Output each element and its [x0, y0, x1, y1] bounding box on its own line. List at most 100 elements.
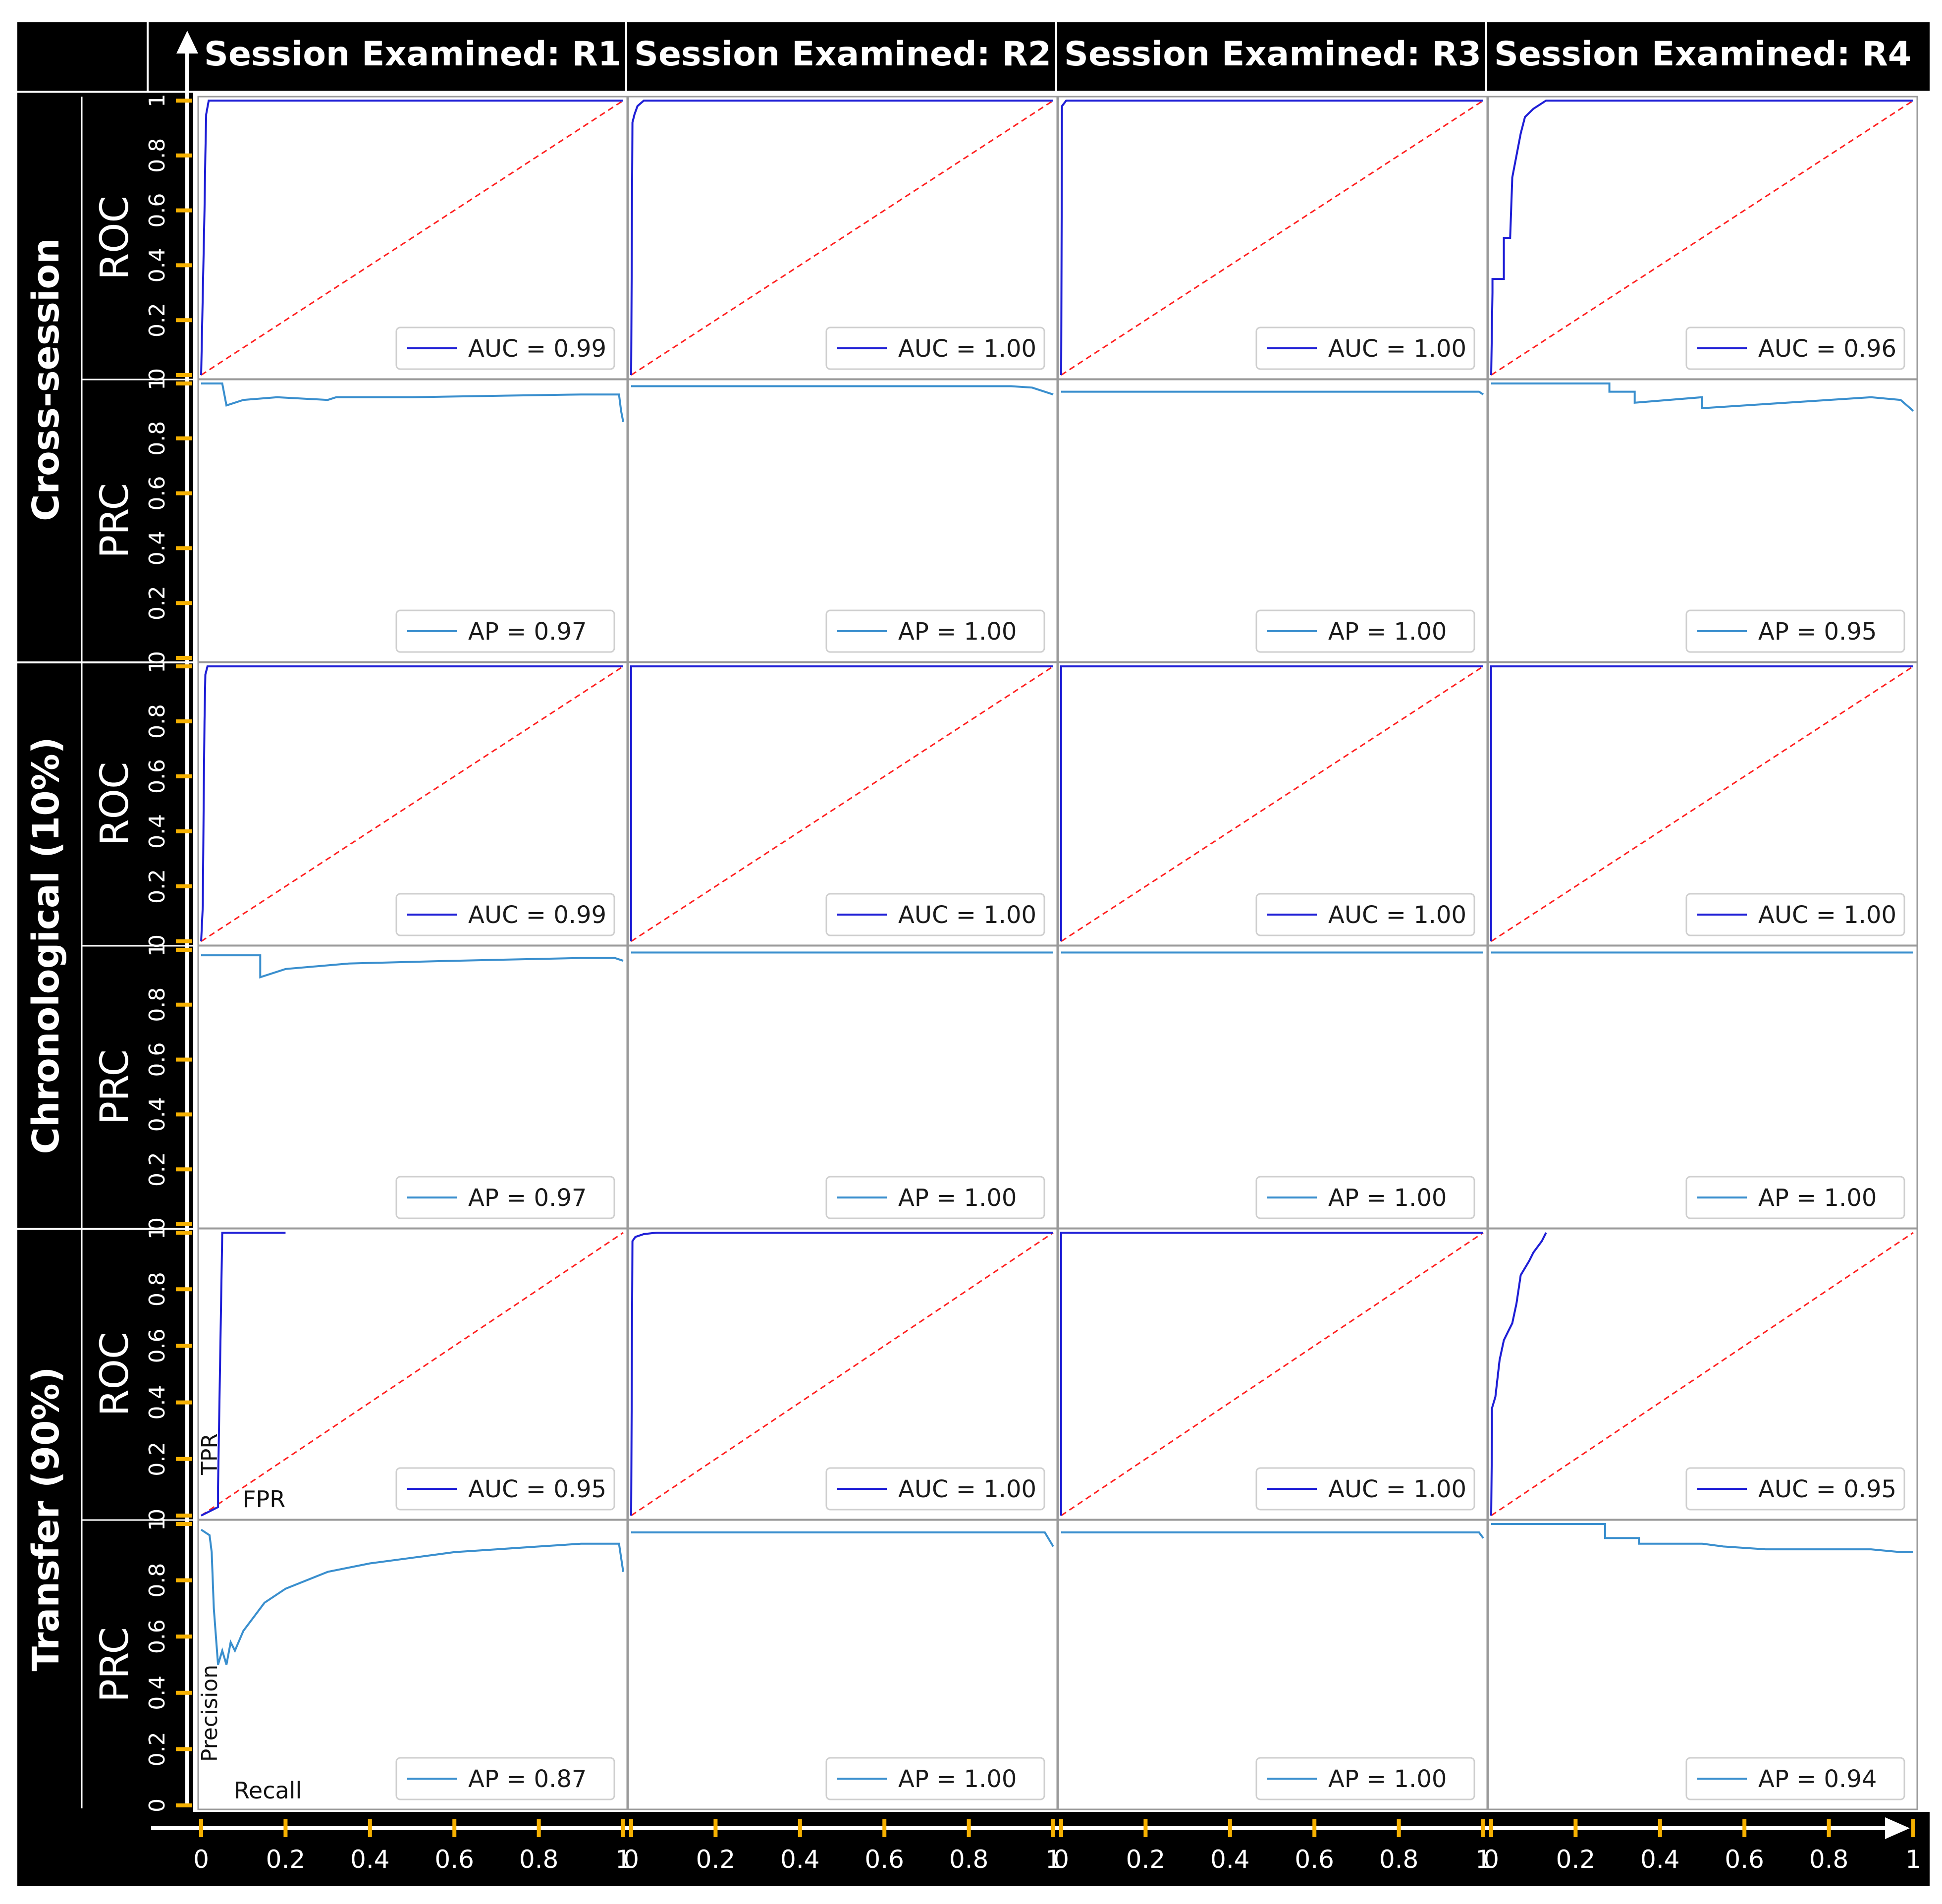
- x-tick-label: 0.6: [864, 1845, 904, 1874]
- legend-box: [395, 609, 615, 653]
- chance-diagonal: [1491, 665, 1914, 942]
- series-line: [200, 100, 623, 376]
- y-tick-label: 0.2: [145, 586, 170, 620]
- y-tick-label: 0.6: [145, 1328, 170, 1363]
- panel-cross-session-r2-prc: AP = 1.00: [627, 379, 1058, 663]
- row-type-label: ROC: [93, 196, 137, 280]
- chance-diagonal: [1491, 1232, 1914, 1517]
- x-tick-label: 0: [1053, 1845, 1069, 1874]
- panel-cross-session-r3-prc: AP = 1.00: [1057, 379, 1488, 663]
- legend-box: [1255, 609, 1475, 653]
- legend-label: AP = 1.00: [1328, 1765, 1447, 1793]
- series-line: [1491, 382, 1914, 412]
- series-line: [631, 1531, 1054, 1547]
- y-tick-label: 1: [145, 1517, 170, 1531]
- series-line: [1490, 665, 1913, 941]
- x-tick-label: 0: [1483, 1845, 1499, 1874]
- column-header-3: Session Examined: R3: [1064, 35, 1481, 74]
- panel-transfer-90--r4-prc: AP = 0.94: [1487, 1519, 1918, 1810]
- row-type-label: ROC: [93, 762, 137, 846]
- y-tick-label: 0: [145, 1217, 170, 1231]
- legend-box: [1685, 893, 1905, 936]
- series-line: [200, 665, 623, 942]
- x-tick-label: 0.6: [1295, 1845, 1334, 1874]
- series-line: [1060, 1232, 1483, 1516]
- chance-diagonal: [1061, 665, 1484, 942]
- y-tick-label: 0.8: [145, 987, 170, 1022]
- series-line: [200, 1528, 624, 1665]
- y-tick-label: 0.2: [145, 303, 170, 337]
- row-type-label: PRC: [93, 1049, 137, 1125]
- y-tick-label: 0.4: [145, 531, 170, 565]
- legend-box: [1685, 1176, 1905, 1219]
- y-tick-label: 0.6: [145, 1619, 170, 1654]
- fpr-label: FPR: [243, 1486, 285, 1513]
- legend-label: AUC = 0.96: [1758, 335, 1896, 363]
- chance-diagonal: [1061, 100, 1484, 376]
- x-tick-label: 0.4: [350, 1845, 390, 1874]
- y-tick-label: 0: [145, 934, 170, 948]
- panel-cross-session-r4-prc: AP = 0.95: [1487, 379, 1918, 663]
- panel-chronological-10--r3-prc: AP = 1.00: [1057, 945, 1488, 1229]
- chance-diagonal: [201, 1232, 624, 1517]
- y-tick-label: 0: [145, 368, 170, 382]
- panel-chronological-10--r3-roc: AUC = 1.00: [1057, 661, 1488, 946]
- panel-chronological-10--r4-roc: AUC = 1.00: [1487, 661, 1918, 946]
- panel-chronological-10--r1-roc: AUC = 0.99: [197, 661, 628, 946]
- chance-diagonal: [631, 665, 1054, 942]
- panel-cross-session-r4-roc: AUC = 0.96: [1487, 96, 1918, 380]
- x-tick-label: 1: [615, 1845, 631, 1874]
- y-tick-label: 0.2: [145, 869, 170, 904]
- panel-cross-session-r1-roc: AUC = 0.99: [197, 96, 628, 380]
- panel-transfer-90--r1-roc: AUC = 0.95: [197, 1228, 628, 1521]
- row-label-bar: [17, 92, 193, 1812]
- x-axis-bar: [17, 1812, 1930, 1886]
- row-type-label: PRC: [93, 1627, 137, 1702]
- panel-transfer-90--r2-prc: AP = 1.00: [627, 1519, 1058, 1810]
- row-group-label: Chronological (10%): [25, 737, 67, 1154]
- y-tick-label: 0: [145, 1509, 170, 1523]
- series-line: [631, 385, 1054, 396]
- legend-box: [825, 1757, 1045, 1800]
- chance-diagonal: [201, 665, 624, 942]
- legend-box: [1255, 1757, 1475, 1800]
- y-tick-label: 0.4: [145, 814, 170, 849]
- legend-label: AP = 0.94: [1758, 1765, 1877, 1793]
- chance-diagonal: [1061, 1232, 1484, 1517]
- y-tick-label: 0.2: [145, 1152, 170, 1187]
- legend-box: [395, 1757, 615, 1800]
- legend-box: [1255, 893, 1475, 936]
- legend-box: [1255, 1467, 1475, 1511]
- x-tick-label: 0.8: [1379, 1845, 1419, 1874]
- legend-label: AUC = 1.00: [898, 1475, 1036, 1503]
- x-tick-label: 0.6: [434, 1845, 474, 1874]
- y-tick-label: 0: [145, 651, 170, 665]
- y-tick-label: 0: [145, 1798, 170, 1812]
- series-line: [201, 954, 624, 979]
- y-tick-label: 1: [145, 943, 170, 957]
- y-tick-label: 0.4: [145, 1385, 170, 1420]
- panel-cross-session-r3-roc: AUC = 1.00: [1057, 96, 1488, 380]
- y-tick-label: 0.6: [145, 759, 170, 794]
- series-line: [1060, 100, 1483, 376]
- legend-box: [395, 893, 615, 936]
- series-line: [1491, 1523, 1913, 1553]
- y-tick-label: 0.2: [145, 1442, 170, 1476]
- row-group-label: Cross-session: [25, 238, 67, 521]
- x-tick-label: 0.8: [519, 1845, 559, 1874]
- legend-box: [825, 1176, 1045, 1219]
- legend-box: [395, 1176, 615, 1219]
- y-tick-label: 1: [145, 94, 170, 108]
- series-line: [1061, 1531, 1484, 1539]
- series-line: [1490, 1232, 1547, 1516]
- legend-label: AUC = 1.00: [898, 901, 1036, 929]
- legend-label: AUC = 0.99: [468, 901, 606, 929]
- panel-transfer-90--r3-prc: AP = 1.00: [1057, 1519, 1488, 1810]
- legend-box: [825, 893, 1045, 936]
- x-tick-label: 0.2: [696, 1845, 736, 1874]
- legend-box: [825, 609, 1045, 653]
- x-tick-label: 1: [1905, 1845, 1921, 1874]
- x-tick-label: 0.4: [780, 1845, 820, 1874]
- legend-label: AUC = 0.99: [468, 335, 606, 363]
- legend-label: AP = 1.00: [898, 1184, 1017, 1212]
